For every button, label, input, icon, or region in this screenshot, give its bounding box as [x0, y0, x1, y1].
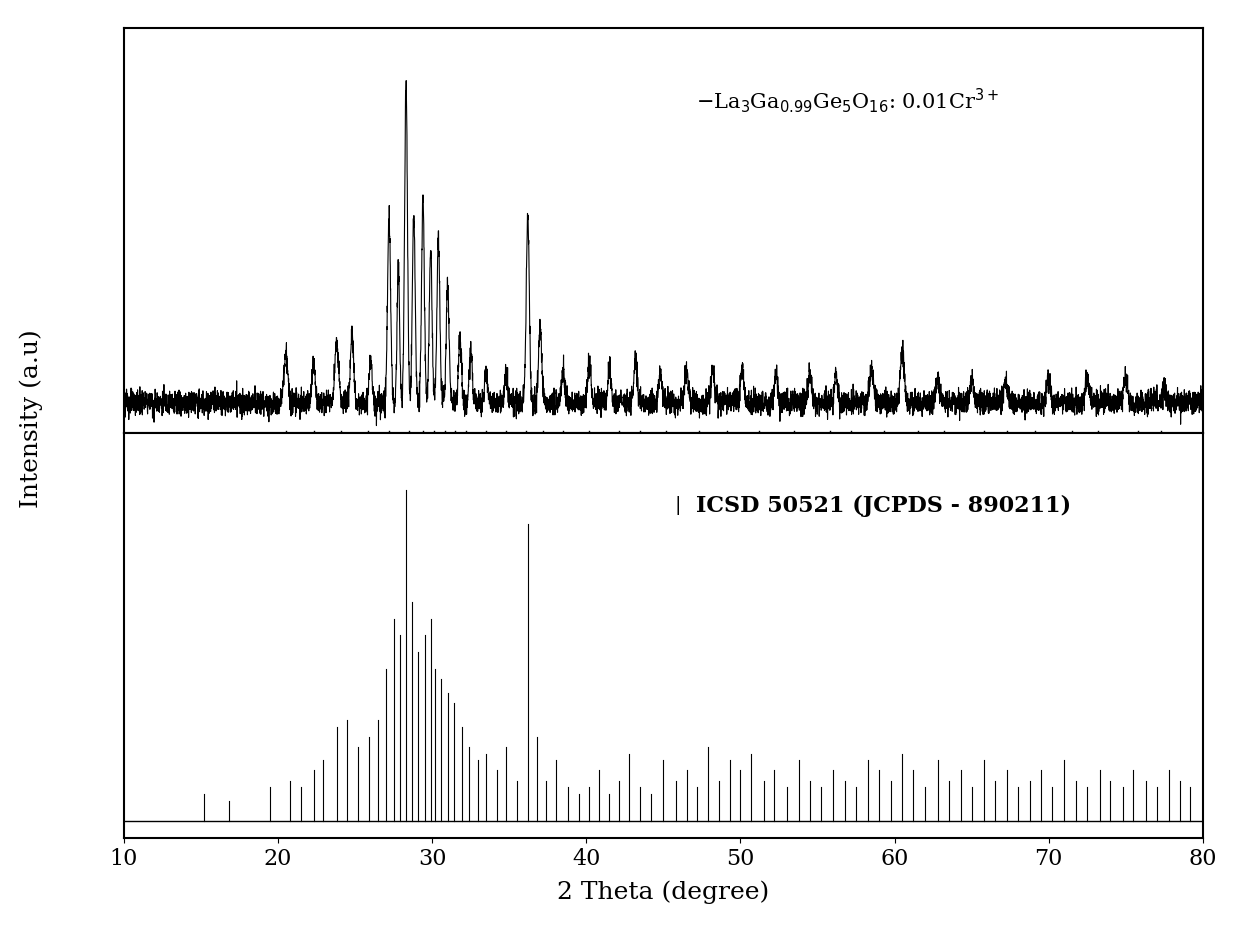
Text: |: | [675, 496, 681, 516]
X-axis label: 2 Theta (degree): 2 Theta (degree) [557, 881, 770, 904]
Text: $-$La$_3$Ga$_{0.99}$Ge$_5$O$_{16}$: 0.01Cr$^{3+}$: $-$La$_3$Ga$_{0.99}$Ge$_5$O$_{16}$: 0.01… [696, 87, 999, 115]
Text: Intensity (a.u): Intensity (a.u) [20, 330, 42, 508]
Text: ICSD 50521 (JCPDS - 890211): ICSD 50521 (JCPDS - 890211) [696, 494, 1071, 517]
